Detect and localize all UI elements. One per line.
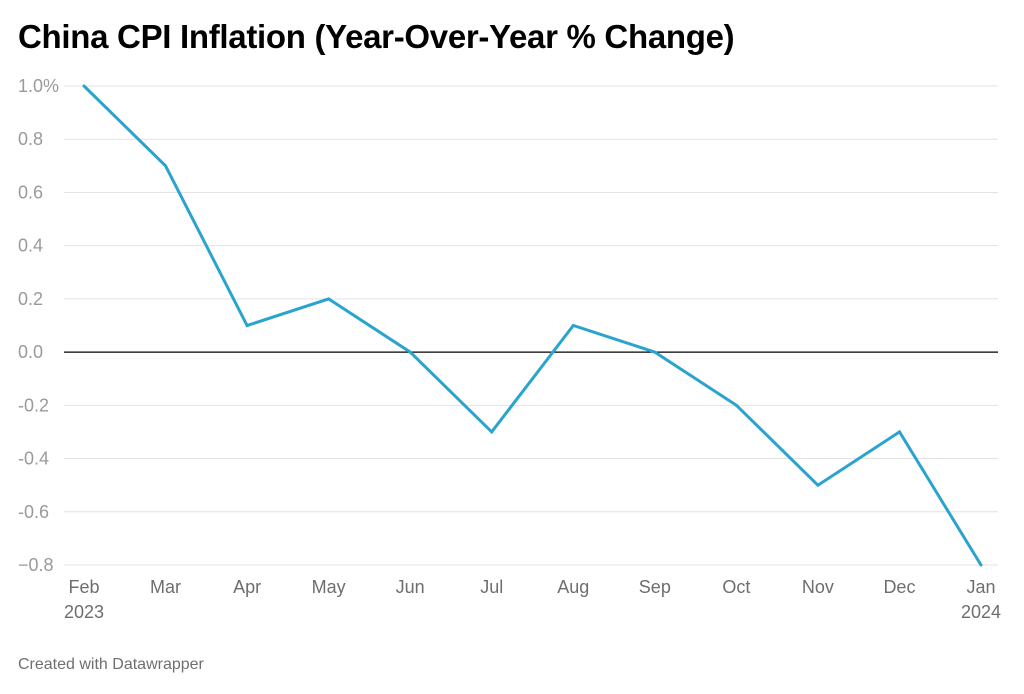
data-point — [571, 324, 575, 327]
series-line — [82, 84, 983, 566]
data-point — [979, 563, 983, 567]
x-tick-label: Jun — [396, 577, 425, 597]
data-point — [897, 430, 901, 434]
y-tick-label: 0.4 — [18, 236, 43, 256]
data-point — [490, 430, 494, 434]
data-point — [816, 483, 820, 487]
y-tick-label: -0.2 — [18, 395, 49, 415]
x-tick-label: Nov — [802, 577, 834, 597]
x-tick-label: Oct — [722, 577, 750, 597]
data-point — [653, 350, 657, 354]
x-tick-label: May — [312, 577, 346, 597]
credit-footer: Created with Datawrapper — [18, 656, 204, 673]
x-tick-label: 2024 — [961, 602, 1001, 622]
x-tick-label: Apr — [233, 577, 261, 597]
data-point — [327, 297, 331, 301]
x-tick-label: Mar — [150, 577, 181, 597]
y-tick-label: 0.0 — [18, 342, 43, 362]
y-tick-label: -0.6 — [18, 502, 49, 522]
x-tick-label: 2023 — [64, 602, 104, 622]
data-point — [164, 164, 168, 168]
y-tick-label: 0.2 — [18, 289, 43, 309]
gridlines — [64, 85, 998, 566]
y-tick-label: −0.8 — [18, 555, 54, 575]
data-point — [82, 84, 86, 88]
chart-title: China CPI Inflation (Year-Over-Year % Ch… — [18, 18, 735, 55]
x-tick-label: Jul — [480, 577, 503, 597]
x-axis-ticks: Feb 2023 Mar Apr May Jun Jul Aug Sep Oct Nov Dec Jan… — [64, 577, 1001, 622]
x-tick-label: Feb — [68, 577, 99, 597]
series-layer — [82, 84, 983, 567]
data-point — [734, 403, 738, 407]
y-tick-label: 1.0% — [18, 76, 59, 96]
y-tick-label: 0.8 — [18, 129, 43, 149]
data-point — [245, 324, 249, 327]
y-axis-ticks: 1.0% 0.8 0.6 0.4 0.2 0.0 -0.2 -0.4 -0.6 −0.8 — [18, 76, 59, 575]
x-tick-label: Aug — [557, 577, 589, 597]
x-tick-label: Sep — [639, 577, 671, 597]
x-tick-label: Jan — [966, 577, 995, 597]
y-tick-label: -0.4 — [18, 449, 49, 469]
data-point — [408, 350, 412, 354]
y-tick-label: 0.6 — [18, 182, 43, 202]
x-tick-label: Dec — [883, 577, 915, 597]
